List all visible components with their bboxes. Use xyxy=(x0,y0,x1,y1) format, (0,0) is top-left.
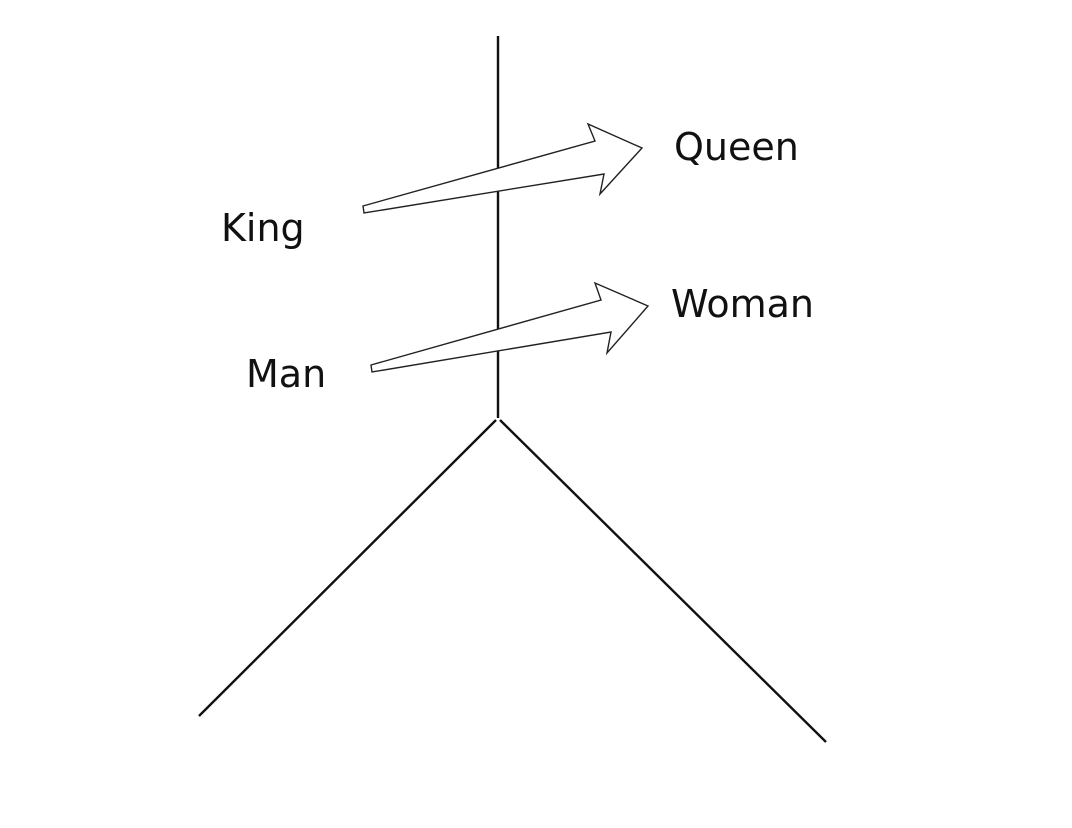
king-to-queen-arrow xyxy=(362,122,644,214)
left-axis xyxy=(198,419,497,717)
label-king: King xyxy=(221,206,305,250)
label-queen: Queen xyxy=(674,125,799,169)
label-man: Man xyxy=(246,352,326,396)
man-to-woman-arrow xyxy=(370,281,650,373)
right-axis xyxy=(499,419,827,743)
label-woman: Woman xyxy=(671,282,814,326)
